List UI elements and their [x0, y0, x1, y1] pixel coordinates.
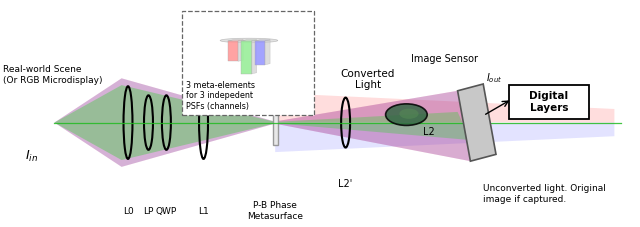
FancyBboxPatch shape [509, 85, 589, 119]
Polygon shape [275, 93, 614, 123]
Polygon shape [241, 40, 257, 41]
Bar [228, 41, 238, 61]
Ellipse shape [399, 109, 419, 119]
Polygon shape [54, 78, 275, 167]
Text: 3 meta-elements
for 3 indepedent
PSFs (channels): 3 meta-elements for 3 indepedent PSFs (c… [186, 81, 255, 111]
Text: $I_{in}$: $I_{in}$ [26, 149, 38, 164]
Text: Unconverted light. Original
image if captured.: Unconverted light. Original image if cap… [483, 184, 606, 204]
Polygon shape [228, 40, 243, 41]
Polygon shape [265, 40, 270, 65]
Text: L2': L2' [339, 179, 353, 189]
Polygon shape [252, 40, 257, 74]
FancyBboxPatch shape [182, 11, 314, 115]
Ellipse shape [220, 38, 278, 43]
Text: P-B Phase
Metasurface: P-B Phase Metasurface [247, 201, 303, 221]
Polygon shape [54, 85, 275, 160]
Polygon shape [238, 40, 243, 61]
Text: L0: L0 [123, 207, 133, 216]
Text: QWP: QWP [156, 207, 177, 216]
Text: Image Sensor: Image Sensor [412, 54, 478, 64]
Text: L2: L2 [423, 127, 435, 137]
Polygon shape [275, 91, 470, 161]
Polygon shape [458, 84, 496, 161]
Bar [273, 100, 278, 145]
Polygon shape [275, 112, 470, 140]
Text: L1: L1 [198, 207, 209, 216]
Text: $I_{out}$: $I_{out}$ [486, 72, 502, 85]
Bar [255, 41, 265, 65]
Polygon shape [255, 40, 270, 41]
Polygon shape [275, 91, 470, 161]
Ellipse shape [385, 104, 428, 125]
Polygon shape [54, 78, 275, 167]
Text: Real-world Scene
(Or RGB Microdisplay): Real-world Scene (Or RGB Microdisplay) [3, 65, 102, 85]
Text: Converted
Light: Converted Light [341, 69, 395, 90]
Bar [241, 41, 252, 74]
Polygon shape [275, 123, 614, 152]
Text: LP: LP [143, 207, 154, 216]
Text: Digital
Layers: Digital Layers [529, 91, 568, 113]
